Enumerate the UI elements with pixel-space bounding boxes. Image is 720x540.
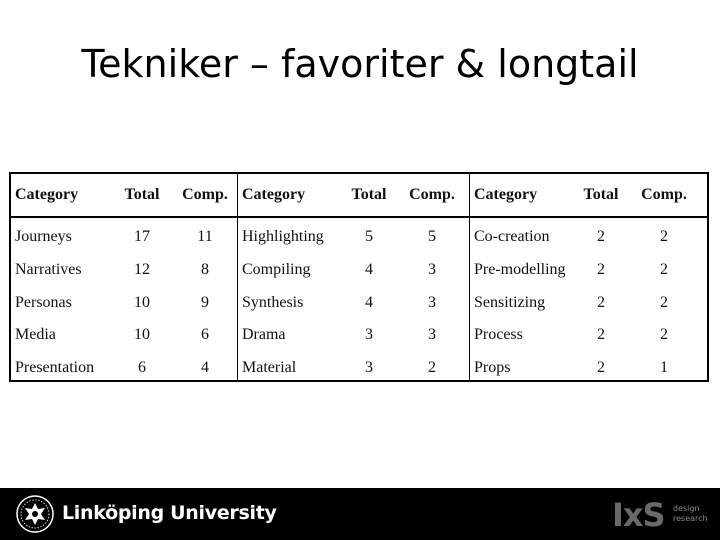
- table-cell-comp: 8: [201, 261, 209, 278]
- column-header: Total: [583, 186, 619, 203]
- table-cell-total: 10: [134, 326, 150, 343]
- table-cell-comp: 6: [201, 326, 209, 343]
- table-cell-category: Compiling: [242, 261, 311, 278]
- column-header: Category: [242, 186, 306, 203]
- table-cell-comp: 9: [201, 294, 209, 311]
- table-cell-total: 10: [134, 294, 150, 311]
- table-cell-category: Sensitizing: [474, 294, 546, 311]
- footer-bar: Linköping University IxS design research: [0, 488, 720, 540]
- slide-title: Tekniker – favoriter & longtail: [81, 42, 639, 86]
- university-name: Linköping University: [62, 502, 277, 524]
- ixs-subtitle: design research: [673, 504, 708, 524]
- table-cell-category: Highlighting: [242, 228, 324, 245]
- technique-table: Category Total Comp. Journeys 17 11 Narratives…: [9, 172, 709, 382]
- table-cell-total: 5: [365, 228, 373, 245]
- column-divider: [469, 174, 470, 380]
- table-cell-comp: 3: [428, 261, 436, 278]
- table-cell-comp: 2: [428, 359, 436, 376]
- table-cell-total: 2: [597, 294, 605, 311]
- table-cell-category: Material: [242, 359, 297, 376]
- table-cell-comp: 2: [660, 294, 668, 311]
- table-cell-comp: 3: [428, 294, 436, 311]
- table-cell-total: 2: [597, 359, 605, 376]
- table-cell-category: Narratives: [15, 261, 82, 278]
- table-cell-category: Process: [474, 326, 523, 343]
- table-cell-category: Pre-modelling: [474, 261, 566, 278]
- ixs-logo: IxS: [612, 496, 666, 534]
- table-cell-total: 12: [134, 261, 150, 278]
- table-cell-comp: 2: [660, 326, 668, 343]
- table-cell-total: 2: [597, 326, 605, 343]
- ixs-subtitle-line: design: [673, 504, 700, 513]
- table-cell-category: Journeys: [15, 228, 72, 245]
- table-cell-total: 4: [365, 261, 373, 278]
- table-cell-comp: 2: [660, 228, 668, 245]
- column-header: Comp.: [641, 186, 687, 203]
- table-cell-comp: 2: [660, 261, 668, 278]
- table-cell-comp: 1: [660, 359, 668, 376]
- table-cell-total: 17: [134, 228, 150, 245]
- table-cell-total: 3: [365, 326, 373, 343]
- column-header: Total: [124, 186, 160, 203]
- table-cell-comp: 3: [428, 326, 436, 343]
- table-cell-category: Presentation: [15, 359, 95, 376]
- table-cell-total: 3: [365, 359, 373, 376]
- table-cell-comp: 5: [428, 228, 436, 245]
- column-header: Category: [474, 186, 538, 203]
- table-cell-total: 2: [597, 228, 605, 245]
- table-cell-category: Drama: [242, 326, 286, 343]
- table-cell-category: Media: [15, 326, 56, 343]
- table-cell-comp: 11: [197, 228, 213, 245]
- column-divider: [237, 174, 238, 380]
- table-cell-category: Props: [474, 359, 511, 376]
- table-cell-comp: 4: [201, 359, 209, 376]
- column-header: Total: [351, 186, 387, 203]
- table-cell-category: Synthesis: [242, 294, 304, 311]
- table-cell-total: 6: [138, 359, 146, 376]
- table-cell-category: Personas: [15, 294, 72, 311]
- liu-emblem-icon: [16, 495, 54, 533]
- table-cell-total: 4: [365, 294, 373, 311]
- table-cell-category: Co-creation: [474, 228, 550, 245]
- table-cell-total: 2: [597, 261, 605, 278]
- column-header: Comp.: [409, 186, 455, 203]
- column-header: Category: [15, 186, 79, 203]
- ixs-subtitle-line: research: [673, 514, 708, 523]
- table-header-row: [11, 174, 707, 218]
- column-header: Comp.: [182, 186, 228, 203]
